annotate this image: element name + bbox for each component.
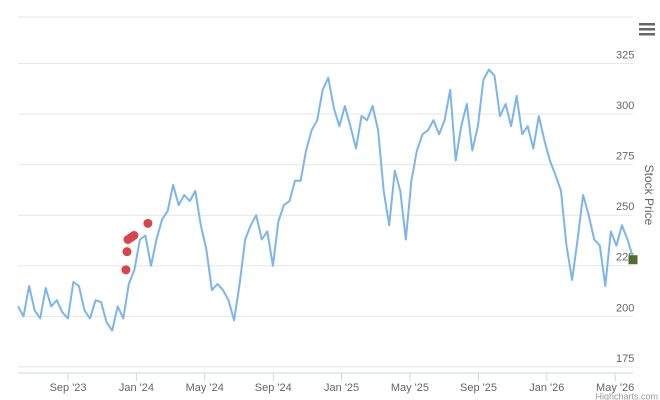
- x-tick-label: May '24: [186, 382, 224, 394]
- y-axis-title: Stock Price: [642, 165, 656, 226]
- menu-bar: [639, 33, 655, 36]
- x-tick-label: Jan '24: [119, 382, 154, 394]
- last-price-marker: [628, 255, 638, 265]
- menu-bar: [639, 23, 655, 26]
- x-tick-label: Sep '23: [50, 382, 87, 394]
- y-tick-label: 325: [616, 49, 634, 61]
- event-marker: [129, 230, 139, 240]
- menu-button[interactable]: [639, 23, 655, 36]
- credit[interactable]: Highcharts.com: [595, 391, 658, 400]
- x-tick-label: May '25: [391, 382, 429, 394]
- event-marker: [121, 265, 131, 275]
- x-tick-label: Sep '25: [460, 382, 497, 394]
- x-tick-label: May '26: [596, 382, 634, 394]
- y-tick-label: 200: [616, 302, 634, 314]
- x-tick-label: Jan '25: [324, 382, 359, 394]
- menu-bar: [639, 28, 655, 31]
- y-tick-label: 250: [616, 201, 634, 213]
- price-line: [17, 68, 634, 332]
- event-marker: [122, 247, 132, 257]
- x-tick-label: Jan '26: [529, 382, 564, 394]
- y-tick-label: 275: [616, 151, 634, 163]
- y-tick-label: 300: [616, 100, 634, 112]
- x-tick-label: Sep '24: [255, 382, 292, 394]
- event-marker: [143, 218, 153, 228]
- y-tick-label: 175: [616, 353, 634, 365]
